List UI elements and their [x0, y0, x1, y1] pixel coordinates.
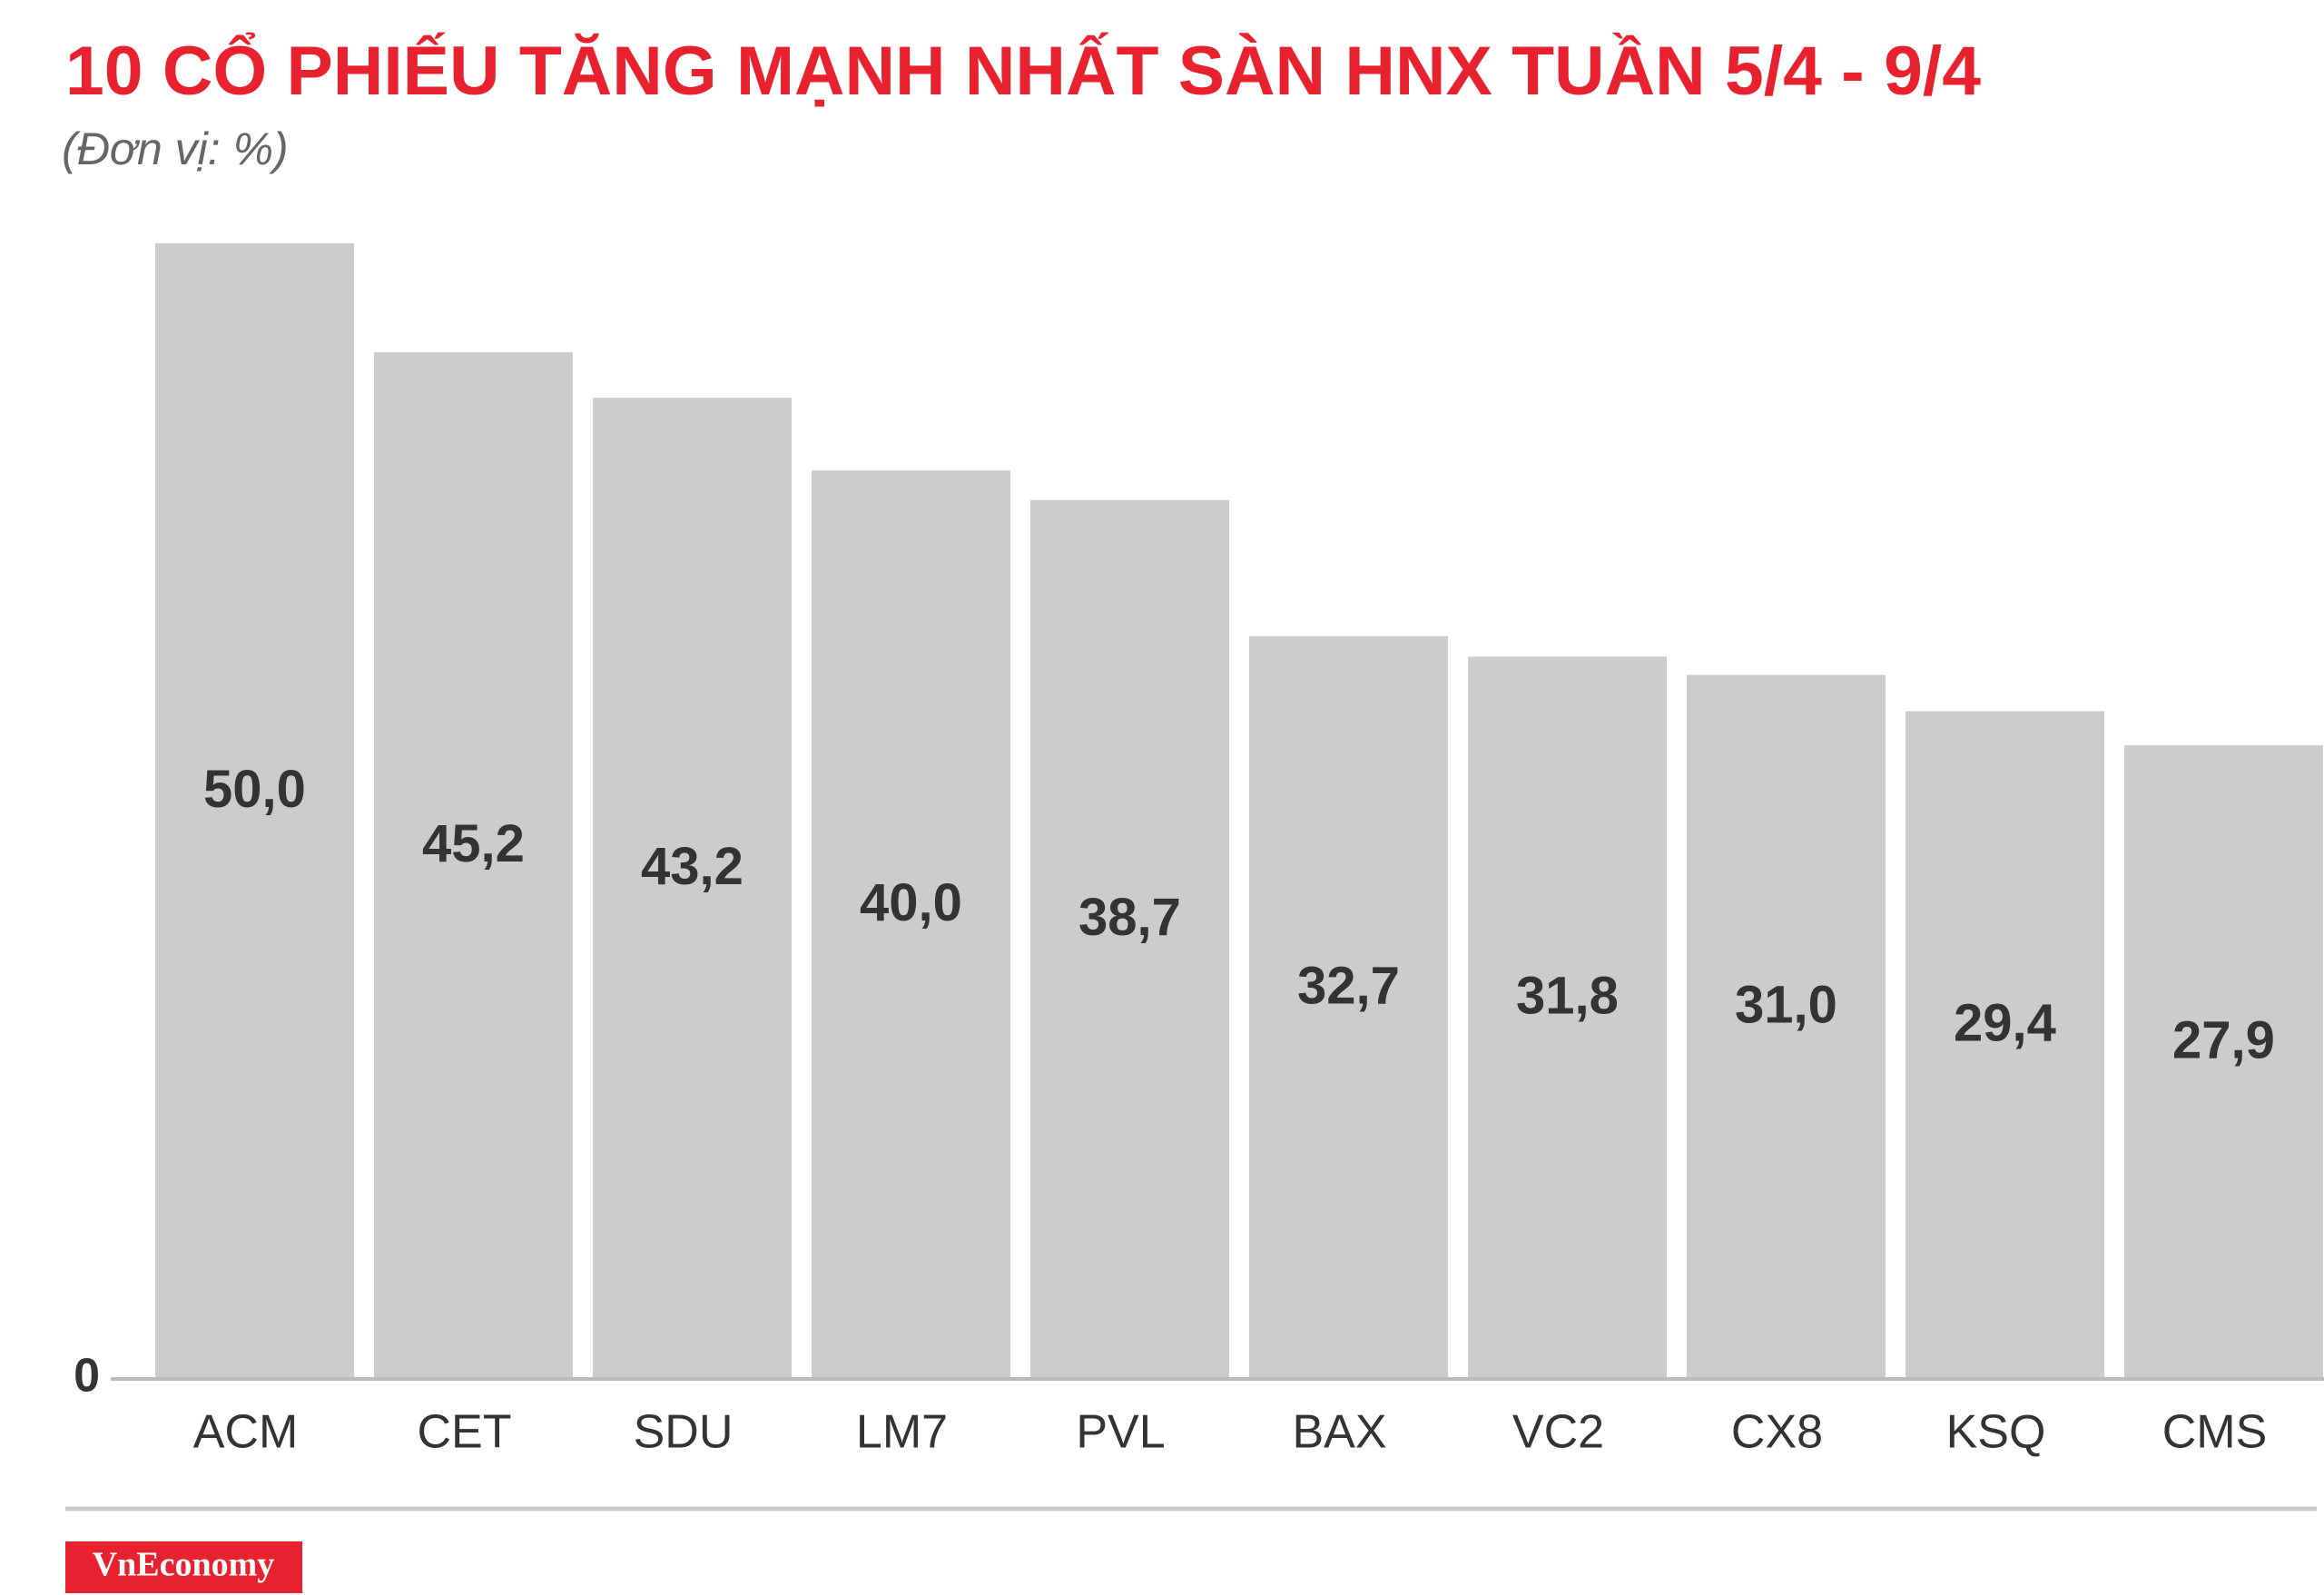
value-label: 40,0 — [860, 873, 962, 932]
bar — [1687, 674, 1886, 1379]
value-label: 31,0 — [1735, 976, 1837, 1035]
x-tick-label: CX8 — [1731, 1406, 1823, 1459]
x-tick-label: LM7 — [856, 1406, 948, 1459]
bar — [155, 243, 354, 1379]
brand: VnEconomy — [93, 1546, 275, 1584]
y-tick-label: 0 — [74, 1350, 100, 1403]
x-tick-label: KSQ — [1946, 1406, 2046, 1459]
chart-title: 10 CỔ PHIẾU TĂNG MẠNH NHẤT SÀN HNX TUẦN … — [65, 33, 1981, 110]
bar — [1905, 711, 2104, 1379]
value-label: 38,7 — [1078, 888, 1181, 947]
value-label: 45,2 — [422, 814, 525, 873]
x-tick-label: CMS — [2162, 1406, 2268, 1459]
bar — [1468, 656, 1667, 1379]
x-tick-label: SDU — [634, 1406, 734, 1459]
brand-box — [65, 1541, 302, 1593]
bar — [1249, 635, 1448, 1379]
x-tick-label: CET — [418, 1406, 512, 1459]
value-label: 29,4 — [1954, 994, 2056, 1053]
bar — [1030, 499, 1229, 1379]
value-label: 32,7 — [1297, 956, 1400, 1015]
x-tick-label: VC2 — [1512, 1406, 1604, 1459]
bar — [374, 352, 573, 1380]
x-tick-label: PVL — [1076, 1406, 1165, 1459]
x-tick-label: ACM — [193, 1406, 299, 1459]
bar — [593, 398, 792, 1379]
bar — [812, 470, 1010, 1379]
chart-subtitle: (Đơn vị: %) — [62, 123, 289, 174]
value-label: 31,8 — [1516, 967, 1619, 1026]
value-label: 43,2 — [641, 837, 743, 896]
x-tick-label: BAX — [1292, 1406, 1386, 1459]
value-label: 50,0 — [203, 760, 306, 819]
bar — [2124, 744, 2323, 1379]
value-label: 27,9 — [2172, 1010, 2275, 1069]
